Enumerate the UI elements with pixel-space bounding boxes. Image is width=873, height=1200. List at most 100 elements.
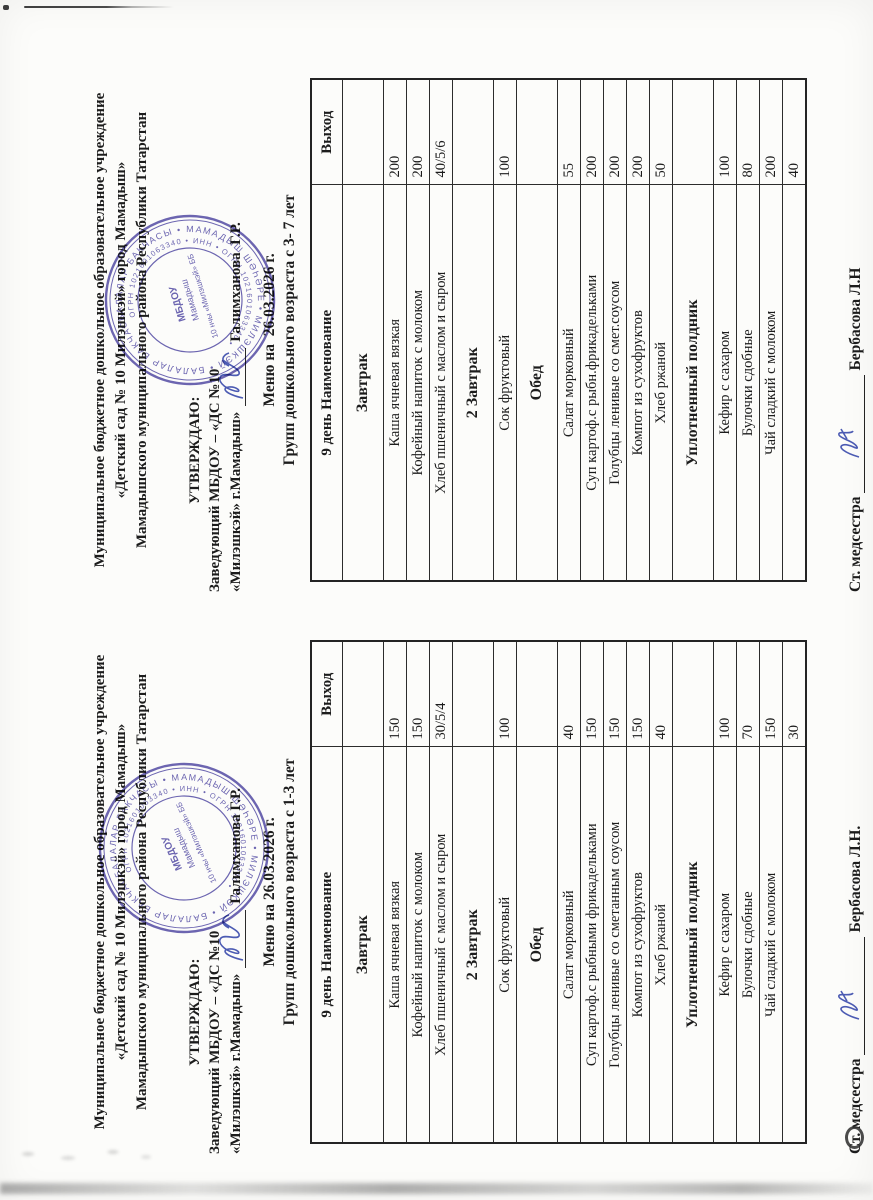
dish-output: 150 (626, 641, 650, 747)
dish-output: 200 (603, 79, 627, 185)
dish-output (672, 641, 714, 747)
table-row: Чай сладкий с молоком 200 (759, 79, 783, 581)
dish-output: 100 (713, 79, 737, 185)
pen-signature (838, 990, 860, 1020)
dish-name: Уплотненный полдник (672, 185, 714, 581)
table-row: Хлеб ржаной 50 (649, 79, 673, 581)
dish-name: Каша ячневая вязкая (383, 185, 407, 581)
dish-output (452, 79, 494, 185)
dish-output: 200 (580, 79, 604, 185)
menu-age-3-7: Муниципальное бюджетное дошкольное образ… (78, 68, 865, 592)
column-header-name: 9 день Наименование (311, 747, 343, 1143)
table-row: Компот из сухофруктов 200 (626, 79, 650, 581)
dish-name: Кофейный напиток с молоком (406, 185, 430, 581)
dish-output: 30/5/4 (429, 641, 453, 747)
table-row: Кефир с сахаром 100 (713, 641, 737, 1143)
approve-line: «Милэшкэй» г.Мамадыш» Галимханова Г.Р. (219, 68, 246, 592)
table-row: 30 (782, 641, 806, 1143)
table-row: Каша ячневая вязкая 200 (383, 79, 407, 581)
dish-name: Голубцы ленивые со смет.соусом (603, 185, 627, 581)
nurse-label: Ст. медсестра (847, 1058, 864, 1154)
pen-signature (838, 428, 860, 458)
table-row: Каша ячневая вязкая 150 (383, 641, 407, 1143)
table-row: Салат морковный 40 (557, 641, 581, 1143)
dish-output: 40/5/6 (429, 79, 453, 185)
dish-output: 55 (557, 79, 581, 185)
dish-output (452, 641, 494, 747)
dish-output: 150 (603, 641, 627, 747)
menu-age-1-3: Муниципальное бюджетное дошкольное образ… (0, 600, 873, 1200)
dish-name: Хлеб ржаной (649, 747, 673, 1143)
dish-name: 2 Завтрак (452, 747, 494, 1143)
dish-name: Кофейный напиток с молоком (406, 747, 430, 1143)
dish-name: Чай сладкий с молоком (759, 185, 783, 581)
dish-name: Суп картоф.с рыбн.фрикадельками (580, 185, 604, 581)
table-row: Завтрак (342, 79, 384, 581)
dish-output: 40 (782, 79, 806, 185)
dish-name: Сок фруктовый (493, 185, 517, 581)
dish-name: Хлеб пшеничный с маслом и сыром (429, 747, 453, 1143)
dish-output: 40 (649, 641, 673, 747)
table-row: Суп картоф.с рыбными фрикадельками 150 (580, 641, 604, 1143)
dish-output: 50 (649, 79, 673, 185)
dish-output (342, 79, 384, 185)
approve-org-name: «Милэшкэй» г.Мамадыш» (228, 411, 244, 592)
nurse-signature-line: Ст. медсестра Бербасова Л.Н. (838, 630, 865, 1154)
dish-name: Компот из сухофруктов (626, 747, 650, 1143)
pen-signature (219, 351, 244, 399)
table-row: Кофейный напиток с молоком 150 (406, 641, 430, 1143)
table-row: Хлеб ржаной 40 (649, 641, 673, 1143)
dish-output: 200 (383, 79, 407, 185)
dish-output: 200 (759, 79, 783, 185)
nurse-signature-line: Ст. медсестра Бербасова Л.Н (838, 68, 865, 592)
dish-name: Уплотненный полдник (672, 747, 714, 1143)
dish-output: 40 (557, 641, 581, 747)
dish-output: 100 (493, 641, 517, 747)
dish-output: 100 (713, 641, 737, 747)
dish-name (782, 747, 806, 1143)
dish-output (342, 641, 384, 747)
dish-name: Булочки сдобные (736, 747, 760, 1143)
table-row: Уплотненный полдник (672, 641, 714, 1143)
table-row: 40 (782, 79, 806, 581)
table-row: Обед (516, 79, 558, 581)
dish-output: 150 (580, 641, 604, 747)
dish-output: 150 (406, 641, 430, 747)
dish-output: 30 (782, 641, 806, 747)
dish-name (782, 185, 806, 581)
dish-output (672, 79, 714, 185)
table-row: Компот из сухофруктов 150 (626, 641, 650, 1143)
dish-name: Салат морковный (557, 747, 581, 1143)
dish-name: Сок фруктовый (493, 747, 517, 1143)
signature-line (838, 374, 865, 493)
table-row: Булочки сдобные 80 (736, 79, 760, 581)
table-row: Салат морковный 55 (557, 79, 581, 581)
table-row: Сок фруктовый 100 (493, 79, 517, 581)
dish-output: 200 (626, 79, 650, 185)
table-row: Сок фруктовый 100 (493, 641, 517, 1143)
dish-output: 80 (736, 79, 760, 185)
table-header-row: 9 день Наименование Выход (311, 641, 343, 1143)
dish-name: Голубцы ленивые со сметанным соусом (603, 747, 627, 1143)
table-row: Хлеб пшеничный с маслом и сыром 30/5/4 (429, 641, 453, 1143)
table-row: Суп картоф.с рыбн.фрикадельками 200 (580, 79, 604, 581)
signature-line (219, 347, 246, 406)
dish-name: 2 Завтрак (452, 185, 494, 581)
dish-name: Обед (516, 185, 558, 581)
table-row: Обед (516, 641, 558, 1143)
nurse-name: Бербасова Л.Н (847, 267, 864, 371)
table-row: Кофейный напиток с молоком 200 (406, 79, 430, 581)
dish-name: Булочки сдобные (736, 185, 760, 581)
dish-output: 150 (383, 641, 407, 747)
dish-name: Компот из сухофруктов (626, 185, 650, 581)
column-header-output: Выход (311, 79, 343, 185)
dish-name: Чай сладкий с молоком (759, 747, 783, 1143)
nurse-name: Бербасова Л.Н. (847, 825, 864, 933)
table-row: Голубцы ленивые со смет.соусом 200 (603, 79, 627, 581)
menu-table: 9 день Наименование Выход Завтрак Каша яч… (310, 640, 807, 1144)
dish-output: 70 (736, 641, 760, 747)
dish-name: Кефир с сахаром (713, 747, 737, 1143)
nurse-label: Ст. медсестра (847, 496, 864, 592)
dish-name: Хлеб пшеничный с маслом и сыром (429, 185, 453, 581)
